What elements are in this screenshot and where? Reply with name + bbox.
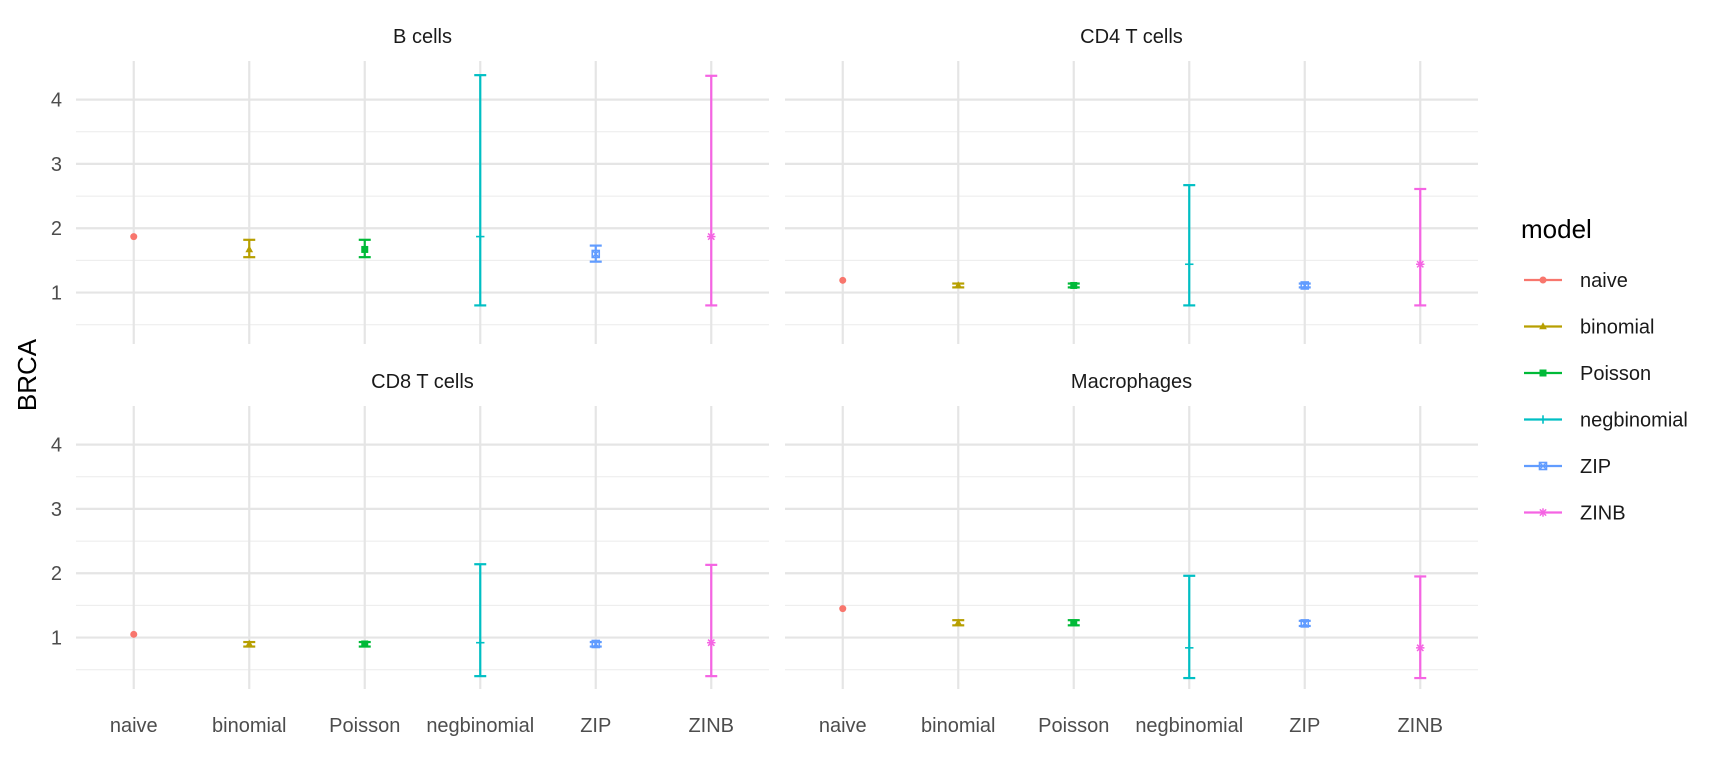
legend-key-marker <box>1539 369 1547 377</box>
data-point <box>591 639 601 649</box>
y-tick-label: 2 <box>51 563 62 585</box>
data-point <box>954 618 963 626</box>
data-point <box>1185 643 1194 653</box>
data-point <box>361 245 369 253</box>
data-point <box>245 639 254 647</box>
panel: CD4 T cells <box>785 26 1478 344</box>
legend-item: negbinomial <box>1524 410 1688 432</box>
data-point <box>361 640 369 648</box>
y-tick-label: 4 <box>51 435 62 457</box>
data-point <box>1070 619 1078 627</box>
x-tick-label: naive <box>110 715 158 737</box>
data-point <box>839 276 847 284</box>
data-point <box>1416 260 1425 269</box>
data-point <box>476 232 485 241</box>
data-point <box>1300 619 1310 628</box>
legend-label: naive <box>1580 270 1628 292</box>
x-tick-label: binomial <box>921 715 995 737</box>
data-point <box>476 638 485 647</box>
legend-label: binomial <box>1580 317 1654 339</box>
legend-key-marker <box>1538 508 1548 517</box>
error-bar <box>1183 184 1196 307</box>
legend-item: ZIP <box>1524 456 1611 478</box>
legend-key-marker <box>1539 322 1547 330</box>
data-point <box>839 605 847 613</box>
legend-title: model <box>1521 214 1592 244</box>
legend-item: binomial <box>1524 317 1654 339</box>
data-point <box>1300 281 1310 290</box>
legend-key-marker <box>1538 461 1548 471</box>
panel-title: CD4 T cells <box>1080 26 1183 48</box>
y-tick-label: 4 <box>51 90 62 112</box>
x-tick-label: ZINB <box>1397 715 1443 737</box>
x-tick-label: negbinomial <box>426 715 534 737</box>
panel-title: Macrophages <box>1071 371 1192 393</box>
data-point <box>1416 643 1425 653</box>
x-tick-label: ZINB <box>688 715 734 737</box>
legend-items: naive binomial Poisson negbinomial ZIP ZINB <box>1524 270 1688 525</box>
legend-label: Poisson <box>1580 363 1651 385</box>
y-tick-label: 3 <box>51 154 62 176</box>
x-tick-label: Poisson <box>329 715 400 737</box>
error-bar <box>1414 187 1427 307</box>
data-point <box>130 630 138 638</box>
panel: Macrophages naive binomial Poisson negbinomi… <box>785 371 1478 737</box>
x-tick-label: Poisson <box>1038 715 1109 737</box>
y-tick-label: 3 <box>51 499 62 521</box>
data-point <box>707 638 716 647</box>
data-point <box>245 245 254 253</box>
legend-key-marker <box>1539 276 1547 284</box>
panel: CD8 T cells 1 2 3 4 naive binomial Poisson negbi… <box>51 371 769 737</box>
data-point <box>1070 281 1078 289</box>
data-point <box>707 232 716 241</box>
x-tick-label: binomial <box>212 715 286 737</box>
panel: B cells 1 2 3 4 <box>51 26 769 344</box>
legend-item: Poisson <box>1524 363 1651 385</box>
y-tick-label: 1 <box>51 283 62 305</box>
error-bar <box>474 563 487 678</box>
data-point <box>954 281 963 289</box>
y-tick-label: 1 <box>51 628 62 650</box>
panel-title: CD8 T cells <box>371 371 474 393</box>
y-axis-label: BRCA <box>12 338 42 411</box>
data-point <box>1185 260 1194 269</box>
x-tick-label: negbinomial <box>1135 715 1243 737</box>
x-tick-label: ZIP <box>1289 715 1320 737</box>
legend-label: ZIP <box>1580 456 1611 478</box>
y-tick-label: 2 <box>51 218 62 240</box>
error-bar <box>1414 575 1427 680</box>
data-point <box>130 233 138 241</box>
legend-item: naive <box>1524 270 1628 292</box>
legend-label: ZINB <box>1580 503 1626 525</box>
error-bar <box>474 74 487 307</box>
legend-key-marker <box>1538 415 1548 424</box>
panel-title: B cells <box>393 26 452 48</box>
legend-label: negbinomial <box>1580 410 1688 432</box>
legend-item: ZINB <box>1524 503 1626 525</box>
x-tick-label: naive <box>819 715 867 737</box>
error-bar <box>705 74 718 307</box>
legend: model naive binomial Poisson negbinomial ZIP… <box>1521 214 1688 525</box>
error-bar <box>1183 574 1196 680</box>
error-bar <box>705 563 718 678</box>
x-tick-label: ZIP <box>580 715 611 737</box>
data-point <box>591 249 601 259</box>
panels: B cells 1 2 3 4 CD4 T cells CD8 T cells 1 2 3 4 nai… <box>51 26 1478 737</box>
